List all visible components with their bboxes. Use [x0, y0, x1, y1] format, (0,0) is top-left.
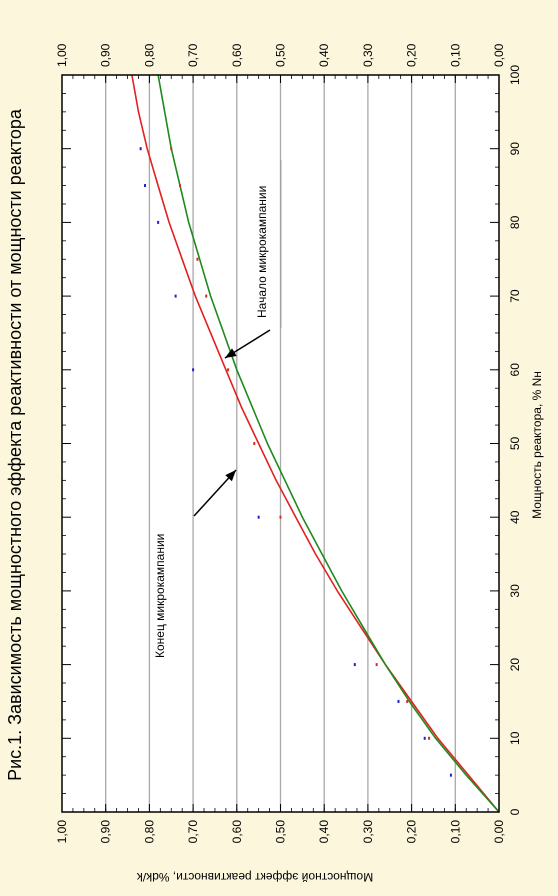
series-1-point [423, 736, 426, 740]
annotation-end-arrow-head [225, 470, 236, 482]
series-curves [131, 74, 500, 813]
y-tick-label-bottom: 0,10 [448, 820, 462, 844]
x-tick-label: 50 [508, 437, 522, 451]
series-points [139, 147, 452, 777]
annotation-start-label: Начало микрокампании [255, 186, 269, 318]
x-tick-label: 20 [508, 658, 522, 672]
x-tick-label: 0 [508, 808, 522, 815]
series-1-point [397, 699, 400, 703]
series-1-point [144, 184, 147, 188]
y-tick-label-bottom: 0,50 [274, 820, 288, 844]
series-1-point [174, 294, 177, 298]
x-tick-label: 10 [508, 731, 522, 745]
series-2-point [227, 368, 230, 372]
series-2-curve [157, 74, 500, 813]
y-tick-label-top: 0,30 [361, 43, 375, 67]
y-tick-label-top: 0,70 [186, 43, 200, 67]
y-tick-label-top: 0,80 [142, 43, 156, 67]
y-tick-label-top: 0,10 [448, 43, 462, 67]
y-tick-label-bottom: 0,20 [405, 820, 419, 844]
series-1-point [257, 515, 260, 519]
series-1-point [192, 368, 195, 372]
y-tick-label-bottom: 0,00 [492, 820, 506, 844]
y-tick-label-top: 0,20 [405, 43, 419, 67]
x-tick-label: 70 [508, 289, 522, 303]
series-1-point [353, 663, 356, 667]
annotations: Начало микрокампании Конец микрокампании [153, 160, 282, 658]
annotation-start-arrow-head [225, 348, 237, 358]
y-tick-label-bottom: 0,40 [317, 820, 331, 844]
y-axis-title: Мощностной эффект реактивности, %dk/k [136, 870, 373, 884]
x-tick-label: 100 [508, 65, 522, 85]
y-tick-label-top: 0,50 [274, 43, 288, 67]
series-1-point [449, 773, 452, 777]
series-2-point [279, 515, 282, 519]
grid [105, 75, 456, 812]
y-tick-label-bottom: 0,60 [230, 820, 244, 844]
tick-labels: 0,00 0,00 0,10 0,10 0,20 0,20 0,30 0,30 0,40 0,40… [55, 43, 522, 843]
x-tick-label: 40 [508, 510, 522, 524]
y-tick-label-bottom: 0,90 [99, 820, 113, 844]
y-tick-label-top: 1,00 [55, 43, 69, 67]
series-2-point [406, 699, 409, 703]
x-tick-label: 60 [508, 363, 522, 377]
y-tick-label-top: 0,40 [317, 43, 331, 67]
series-1-curve [131, 74, 500, 813]
series-2-point [253, 442, 256, 445]
y-tick-label-bottom: 0,80 [142, 820, 156, 844]
x-tick-label: 90 [508, 142, 522, 156]
y-tick-label-top: 0,90 [99, 43, 113, 67]
x-tick-label: 80 [508, 215, 522, 229]
series-2-point [178, 184, 181, 188]
series-1-point [157, 220, 160, 224]
series-2-point [170, 147, 173, 151]
series-2-point [196, 257, 199, 261]
x-axis-title: Мощность реактора, % Nн [530, 371, 544, 519]
y-tick-label-top: 0,60 [230, 43, 244, 67]
series-1-point [139, 147, 142, 151]
series-2-point [205, 294, 208, 298]
y-tick-label-bottom: 1,00 [55, 820, 69, 844]
y-tick-label-bottom: 0,30 [361, 820, 375, 844]
annotation-end-label: Конец микрокампании [153, 534, 167, 658]
series-2-point [375, 663, 378, 667]
x-tick-label: 30 [508, 584, 522, 598]
figure-title: Рис.1. Зависимость мощностного эффекта р… [5, 108, 25, 781]
y-tick-label-bottom: 0,70 [186, 820, 200, 844]
series-2-point [428, 736, 431, 740]
y-tick-label-top: 0,00 [492, 43, 506, 67]
axis-ticks [61, 74, 500, 813]
